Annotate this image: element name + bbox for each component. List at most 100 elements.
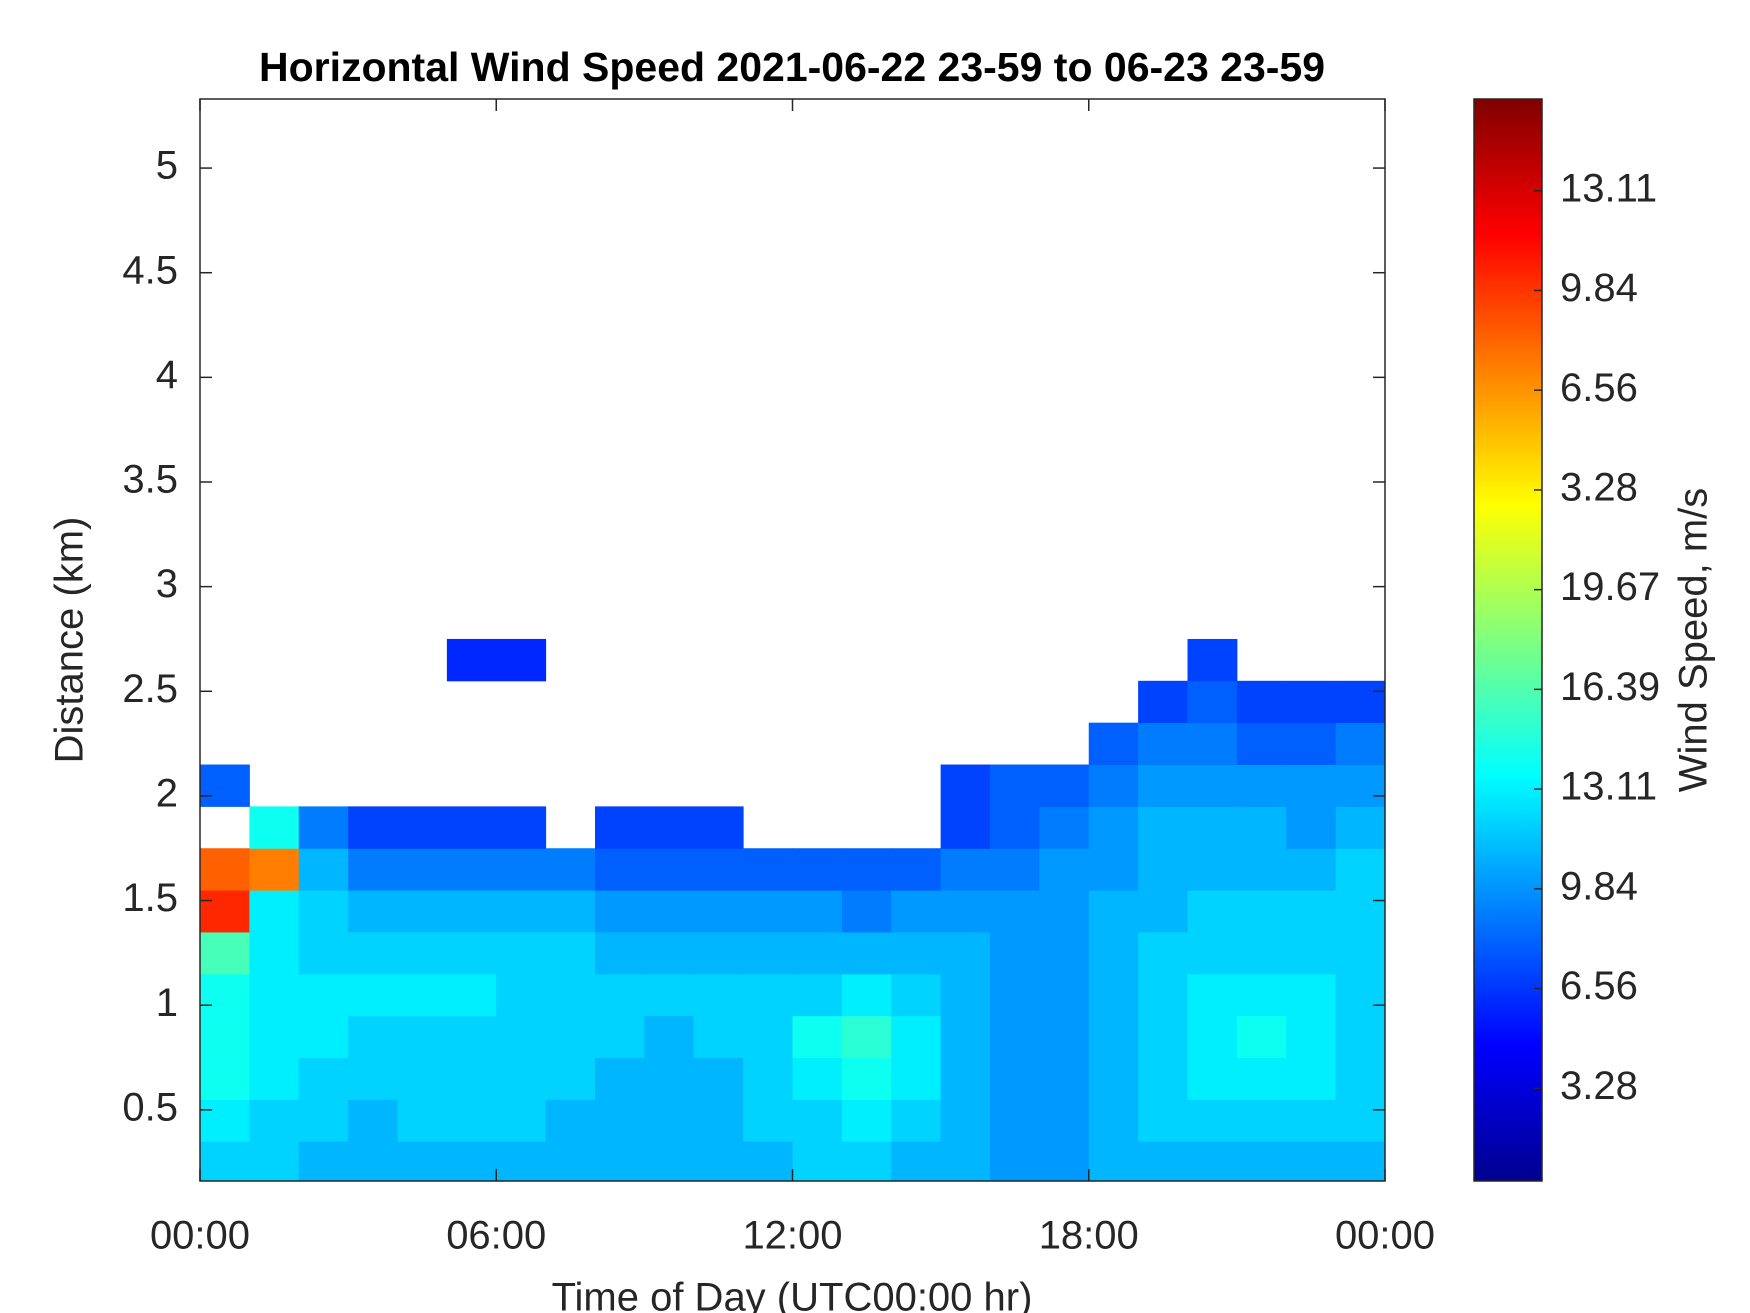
heat-cell (693, 1099, 744, 1142)
heat-cell (545, 973, 596, 1017)
heat-cell (1335, 1141, 1385, 1181)
heat-cell (595, 1099, 645, 1142)
heat-cell (644, 848, 695, 891)
heat-cell (1138, 806, 1188, 849)
x-tick-label: 06:00 (446, 1214, 546, 1258)
heat-cell (1286, 848, 1337, 891)
heat-cell (1138, 1015, 1188, 1059)
heat-cell (1138, 680, 1188, 724)
heat-cell (1138, 848, 1188, 891)
heat-cell (940, 848, 991, 891)
colorbar-tick-label: 9.84 (1560, 864, 1638, 908)
heat-cell (1187, 931, 1238, 975)
colorbar-title: Wind Speed, m/s (1672, 488, 1716, 793)
heat-cell (1138, 764, 1188, 807)
heat-cell (1187, 1099, 1238, 1142)
heat-cell (990, 848, 1040, 891)
heat-cell (990, 764, 1040, 807)
heat-cell (1187, 680, 1238, 724)
heat-cell (792, 890, 843, 933)
heat-cell (841, 973, 892, 1017)
heat-cell (792, 1099, 843, 1142)
heat-cell (348, 1057, 398, 1100)
heat-cell (1236, 848, 1287, 891)
heat-cell (1039, 890, 1090, 933)
heat-cell (496, 1057, 547, 1100)
y-tick-label: 3.5 (122, 458, 178, 502)
heat-cell (1236, 1057, 1287, 1100)
heat-cell (990, 1015, 1040, 1059)
heat-cell (1088, 931, 1139, 975)
heat-cell (348, 1099, 398, 1142)
colorbar-tick-label: 13.11 (1560, 765, 1657, 809)
heat-cell (446, 890, 497, 933)
heat-cell (298, 1057, 349, 1100)
heat-cell (1187, 722, 1238, 766)
heat-cell (1236, 973, 1287, 1017)
heat-cell (1286, 1057, 1337, 1100)
heat-cell (397, 1141, 448, 1181)
heat-cell (496, 1015, 547, 1059)
heat-cell (1039, 848, 1090, 891)
heat-cell (1236, 931, 1287, 975)
heat-cell (693, 848, 744, 891)
heat-cell (545, 931, 596, 975)
colorbar-tick-label: 6.56 (1560, 964, 1638, 1008)
heat-cell (891, 1057, 942, 1100)
heat-cell (990, 806, 1040, 849)
heat-cell (545, 1015, 596, 1059)
heat-cell (496, 638, 547, 682)
heat-cell (1039, 764, 1090, 807)
heat-cell (545, 890, 596, 933)
heat-cell (1187, 1141, 1238, 1181)
heat-cell (1088, 973, 1139, 1017)
heat-cell (940, 1057, 991, 1100)
heat-cell (693, 973, 744, 1017)
heat-cell (644, 931, 695, 975)
heat-cell (644, 1015, 695, 1059)
heat-cell (792, 1015, 843, 1059)
heat-cell (446, 931, 497, 975)
heat-cell (249, 931, 300, 975)
heatmap (200, 638, 1385, 1181)
heat-cell (990, 1057, 1040, 1100)
heat-cell (249, 890, 300, 933)
heat-cell (1088, 722, 1139, 766)
heat-cell (891, 890, 942, 933)
heat-cell (298, 890, 349, 933)
colorbar-tick-label: 3.28 (1560, 465, 1638, 509)
heat-cell (891, 848, 942, 891)
heat-cell (1286, 1099, 1337, 1142)
heat-cell (446, 1141, 497, 1181)
heat-cell (249, 848, 300, 891)
heat-cell (545, 848, 596, 891)
heat-cell (1088, 764, 1139, 807)
heat-cell (446, 973, 497, 1017)
heat-cell (446, 1057, 497, 1100)
heat-cell (545, 1057, 596, 1100)
heat-cell (940, 890, 991, 933)
heat-cell (1138, 931, 1188, 975)
heat-cell (1286, 890, 1337, 933)
heat-cell (743, 973, 793, 1017)
heat-cell (1335, 1099, 1385, 1142)
heat-cell (1039, 973, 1090, 1017)
heat-cell (397, 931, 448, 975)
heat-cell (792, 1057, 843, 1100)
heat-cell (249, 1057, 300, 1100)
heat-cell (348, 1141, 398, 1181)
heat-cell (940, 806, 991, 849)
heat-cell (1335, 848, 1385, 891)
heat-cell (298, 806, 349, 849)
heat-cell (792, 973, 843, 1017)
heat-cell (1138, 722, 1188, 766)
heat-cell (1088, 1015, 1139, 1059)
heat-cell (1236, 1099, 1287, 1142)
heat-cell (1039, 1141, 1090, 1181)
heat-cell (595, 1057, 645, 1100)
heat-cell (496, 1099, 547, 1142)
heat-cell (1187, 1057, 1238, 1100)
heat-cell (1088, 890, 1139, 933)
heat-cell (940, 1099, 991, 1142)
y-tick-label: 4 (156, 353, 178, 397)
